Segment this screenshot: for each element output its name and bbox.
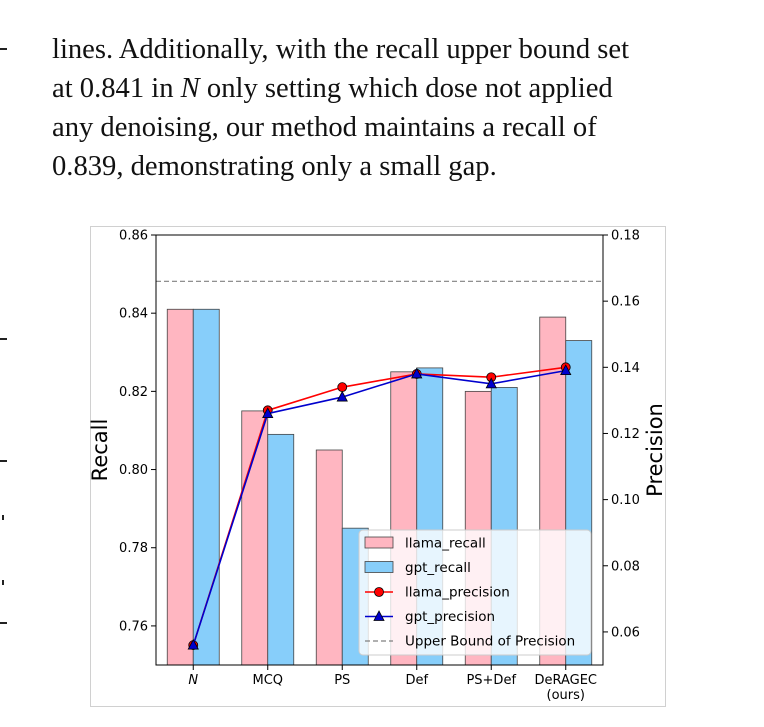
y-tick-label: 0.80	[119, 463, 148, 478]
gpt_precision-point	[485, 377, 497, 389]
paragraph-text: lines. Additionally, with the recall upp…	[52, 30, 707, 186]
y-tick-label: 0.82	[119, 385, 148, 400]
legend-label: Upper Bound of Precision	[405, 634, 575, 650]
legend-swatch	[364, 536, 394, 549]
axes-layer: 0.76 0.78 0.80 0.82 0.84 0.86 0.06 0.08 0.10 0.12…	[119, 229, 640, 704]
y-tick-label: 0.76	[119, 619, 148, 634]
gpt_precision-point	[262, 407, 274, 419]
llama_precision-line	[192, 366, 566, 646]
paragraph-line-2-end: only setting which dose not applied	[206, 73, 613, 104]
x-tick-label: N	[188, 673, 198, 688]
y2-tick-label: 0.06	[611, 625, 640, 640]
gpt_precision-point	[560, 364, 572, 376]
left-margin-mark	[2, 515, 4, 520]
llama_precision-point	[337, 382, 348, 393]
gpt_precision-line	[192, 369, 566, 646]
y-tick-label: 0.84	[119, 307, 148, 322]
y2-tick-label: 0.10	[611, 493, 640, 508]
y-tick-label: 0.86	[119, 229, 148, 244]
x-tick-label: PS+Def	[466, 673, 516, 688]
y-axis-label: Recall	[88, 419, 112, 482]
x-tick-label: Def	[405, 673, 428, 688]
y2-tick-label: 0.12	[611, 427, 640, 442]
bars-layer	[166, 308, 593, 666]
paragraph-line-3: any denoising, our method maintains a re…	[52, 112, 597, 143]
left-margin-mark	[0, 622, 7, 624]
paragraph-line-1: lines. Additionally, with the recall upp…	[52, 34, 630, 65]
left-margin-mark	[0, 338, 7, 340]
plot-area-border	[155, 234, 604, 666]
x-tick-label: PS	[334, 673, 350, 688]
gpt_recall-bar	[267, 433, 295, 666]
y2-tick-label: 0.18	[611, 229, 640, 244]
left-margin-mark	[0, 460, 7, 462]
y2-tick-label: 0.08	[611, 559, 640, 574]
y2-tick-label: 0.14	[611, 361, 640, 376]
x-tick-label: MCQ	[252, 673, 283, 688]
left-margin-mark	[2, 580, 4, 585]
x-tick-label: (ours)	[547, 688, 585, 703]
legend-swatch	[364, 561, 394, 573]
paragraph-line-2-start: at 0.841 in	[52, 73, 174, 104]
y2-axis-label: Precision	[643, 403, 667, 497]
legend-marker	[374, 587, 384, 597]
legend-marker	[373, 610, 385, 621]
y2-tick-label: 0.16	[611, 295, 640, 310]
llama_recall-bar	[166, 308, 194, 666]
legend-label: llama_recall	[405, 536, 486, 552]
y-tick-label: 0.78	[119, 541, 148, 556]
paragraph-variable-n: N	[180, 73, 200, 104]
lines-layer	[156, 280, 603, 651]
gpt_precision-point	[187, 638, 199, 650]
x-tick-label: DeRAGEC	[534, 673, 597, 688]
llama_recall-bar	[315, 449, 343, 666]
legend: llama_recall gpt_recall llama_precisiongpt…	[358, 529, 592, 656]
legend-box	[358, 529, 592, 656]
legend-label: gpt_precision	[405, 609, 495, 625]
gpt_recall-bar	[192, 308, 220, 666]
legend-label: llama_precision	[405, 585, 510, 601]
gpt_precision-point	[411, 367, 423, 379]
left-margin-mark	[0, 48, 7, 50]
legend-label: gpt_recall	[405, 560, 471, 576]
figure-frame	[90, 226, 666, 707]
paragraph-line-2: at 0.841 in N only setting which dose no…	[52, 69, 707, 108]
paragraph-line-4: 0.839, demonstrating only a small gap.	[52, 151, 497, 182]
gpt_precision-point	[336, 390, 348, 402]
